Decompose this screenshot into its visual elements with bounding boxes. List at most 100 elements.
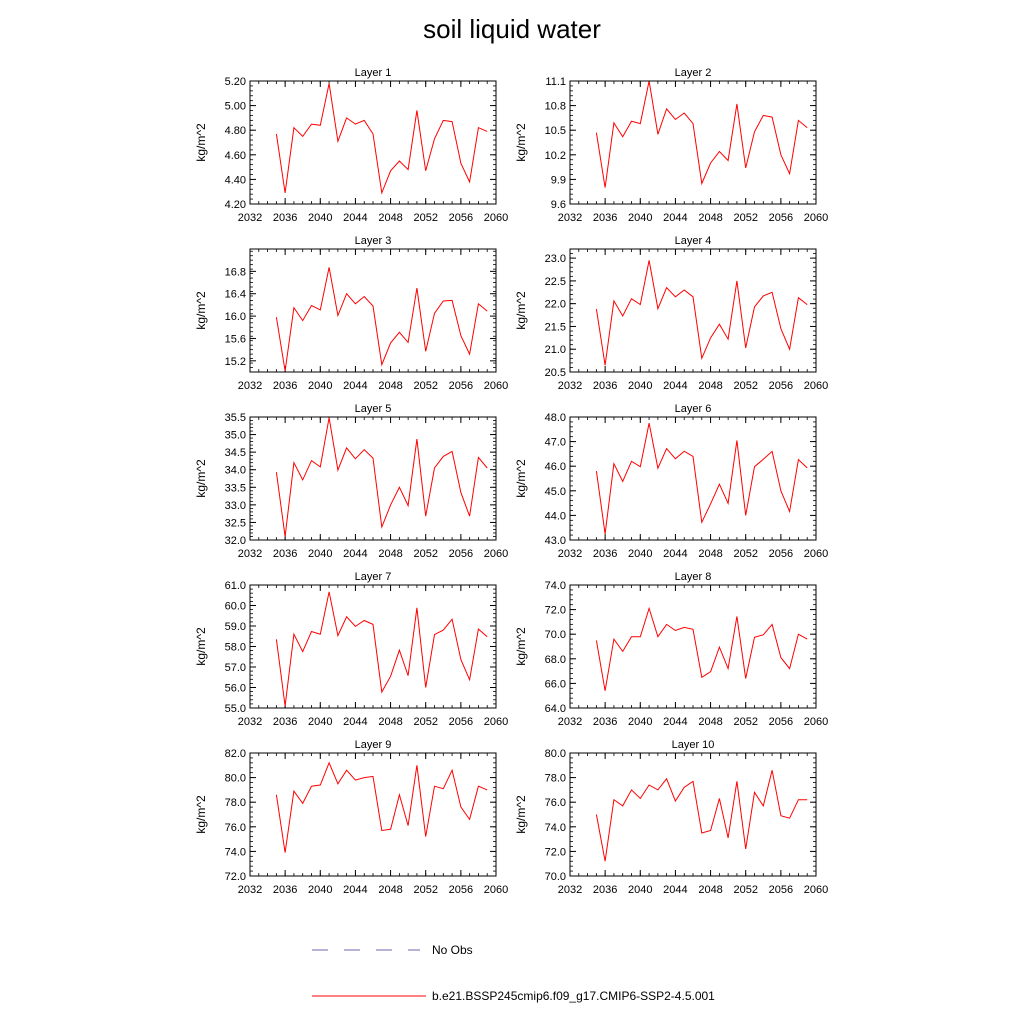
plot-frame [569,80,817,205]
y-tick-label: 32.0 [225,535,246,547]
series-line [595,606,808,691]
y-tick-label: 74.0 [225,846,246,858]
x-tick-label: 2040 [628,884,652,896]
y-tick-label: 64.0 [545,703,566,715]
series-line [275,591,488,706]
x-tick-label: 2044 [343,548,367,560]
x-tick-label: 2040 [628,548,652,560]
series-line [595,423,808,534]
y-tick-label: 4.40 [225,174,246,186]
y-tick-label: 76.0 [225,822,246,834]
x-tick-label: 2060 [804,716,828,728]
series-line [595,80,808,188]
y-tick-label: 78.0 [545,773,566,785]
x-tick-label: 2040 [628,716,652,728]
panel-title: Layer 9 [355,739,392,751]
y-tick-label: 76.0 [545,797,566,809]
y-tick-label: 15.6 [225,333,246,345]
x-tick-label: 2032 [558,212,582,224]
panel-title: Layer 10 [672,739,715,751]
plot-frame [569,584,817,709]
y-axis-label: kg/m^2 [194,627,208,666]
y-tick-label: 55.0 [225,703,246,715]
x-tick-label: 2040 [628,380,652,392]
chart-panel-5: Layer 5 kg/m^2 2032 2036 2040 2044 2048 2052 205… [194,403,508,560]
y-tick-label: 74.0 [545,822,566,834]
x-tick-label: 2056 [769,380,793,392]
series-line [275,761,488,853]
y-axis-label: kg/m^2 [514,795,528,834]
y-tick-label: 61.0 [225,580,246,592]
y-tick-label: 9.9 [551,174,566,186]
x-tick-label: 2044 [343,380,367,392]
x-tick-label: 2044 [663,380,687,392]
y-tick-label: 16.8 [225,266,246,278]
chart-panel-1: Layer 1 kg/m^2 2032 2036 2040 2044 2048 2052 205… [194,67,508,224]
y-tick-label: 59.0 [225,621,246,633]
panel-title: Layer 8 [675,571,712,583]
x-tick-label: 2040 [308,380,332,392]
x-tick-label: 2040 [628,212,652,224]
x-tick-label: 2032 [558,716,582,728]
y-axis-label: kg/m^2 [514,123,528,162]
y-tick-label: 48.0 [545,412,566,424]
x-tick-label: 2036 [273,548,297,560]
y-tick-label: 10.8 [545,101,566,113]
y-tick-label: 33.0 [225,500,246,512]
x-tick-label: 2036 [273,380,297,392]
y-tick-label: 4.20 [225,199,246,211]
x-tick-label: 2056 [769,884,793,896]
x-tick-label: 2044 [343,884,367,896]
x-tick-label: 2052 [733,380,757,392]
y-tick-label: 35.0 [225,430,246,442]
y-axis-label: kg/m^2 [194,795,208,834]
y-tick-label: 46.0 [545,461,566,473]
x-tick-label: 2056 [449,716,473,728]
plot-frame [569,752,817,877]
x-tick-label: 2052 [413,548,437,560]
chart-panel-9: Layer 9 kg/m^2 2032 2036 2040 2044 2048 2052 205… [194,739,508,896]
y-tick-label: 4.60 [225,150,246,162]
y-tick-label: 32.5 [225,517,246,529]
y-tick-label: 22.5 [545,276,566,288]
x-tick-label: 2048 [698,212,722,224]
x-tick-label: 2048 [698,884,722,896]
x-tick-label: 2032 [238,380,262,392]
x-tick-label: 2036 [593,716,617,728]
x-tick-label: 2048 [378,212,402,224]
x-tick-label: 2040 [308,548,332,560]
y-tick-label: 33.5 [225,482,246,494]
y-tick-label: 60.0 [225,601,246,613]
x-tick-label: 2032 [558,548,582,560]
x-tick-label: 2056 [449,548,473,560]
x-tick-label: 2056 [449,380,473,392]
y-tick-label: 34.0 [225,465,246,477]
y-tick-label: 70.0 [545,629,566,641]
chart-panel-2: Layer 2 kg/m^2 2032 2036 2040 2044 2048 2052 205… [514,67,828,224]
x-tick-label: 2044 [663,884,687,896]
x-tick-label: 2044 [343,716,367,728]
panel-title: Layer 2 [675,67,712,79]
y-axis-label: kg/m^2 [514,459,528,498]
panel-title: Layer 4 [675,235,712,247]
y-tick-label: 78.0 [225,797,246,809]
x-tick-label: 2048 [378,716,402,728]
y-tick-label: 22.0 [545,299,566,311]
x-tick-label: 2060 [804,380,828,392]
x-tick-label: 2052 [733,212,757,224]
x-tick-label: 2052 [733,716,757,728]
series-line [595,260,808,366]
x-tick-label: 2032 [238,548,262,560]
x-tick-label: 2052 [413,212,437,224]
x-tick-label: 2044 [663,716,687,728]
x-tick-label: 2036 [593,380,617,392]
plot-frame [249,80,497,205]
y-tick-label: 56.0 [225,683,246,695]
x-tick-label: 2048 [378,380,402,392]
panel-title: Layer 3 [355,235,392,247]
y-tick-label: 10.5 [545,125,566,137]
x-tick-label: 2056 [769,716,793,728]
y-tick-label: 43.0 [545,535,566,547]
